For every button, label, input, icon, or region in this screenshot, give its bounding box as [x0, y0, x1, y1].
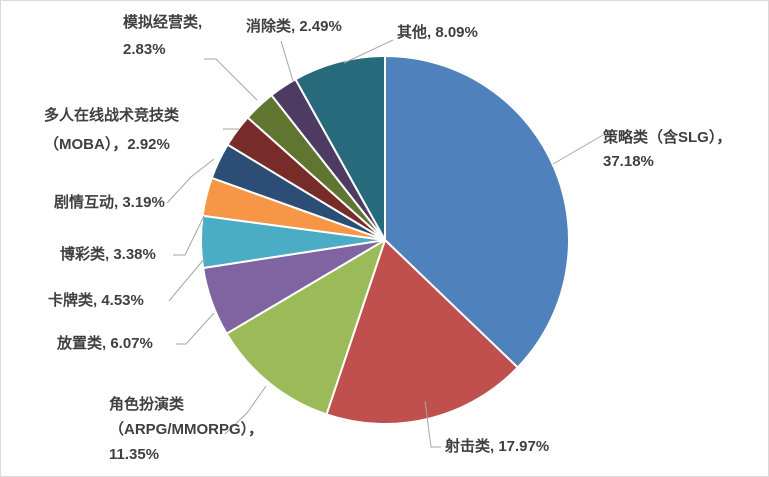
data-label-line: 卡牌类, 4.53%: [48, 291, 144, 309]
data-label-line: 剧情互动, 3.19%: [54, 193, 165, 211]
pie-slice: [325, 239, 519, 425]
data-label: 其他, 8.09%: [397, 23, 478, 41]
data-label-line: 多人在线战术竞技类: [44, 106, 180, 124]
leader-line: [168, 257, 206, 302]
data-label-line: 37.18%: [603, 153, 654, 170]
leader-line: [424, 400, 441, 448]
data-label: 剧情互动, 3.19%: [54, 193, 165, 211]
leader-line: [166, 158, 215, 204]
data-label-line: 11.35%: [109, 446, 159, 463]
data-label: 放置类, 6.07%: [56, 334, 153, 352]
data-label: 博彩类, 3.38%: [60, 245, 156, 263]
data-label: 卡牌类, 4.53%: [48, 291, 144, 309]
data-label-line: 模拟经营类,: [123, 13, 202, 31]
data-label: 模拟经营类, 2.83%: [123, 13, 202, 58]
data-label: 消除类, 2.49%: [246, 17, 342, 35]
pie-slice: [225, 239, 386, 416]
leader-line: [204, 58, 258, 101]
data-label-line: 消除类, 2.49%: [246, 17, 342, 35]
leader-line: [280, 40, 294, 82]
data-label: 多人在线战术竞技类 （MOBA），2.92%: [44, 106, 180, 153]
data-label: 射击类, 17.97%: [444, 437, 549, 455]
leader-line: [176, 312, 215, 345]
data-label-line: 博彩类, 3.38%: [60, 245, 156, 263]
data-label-line: 射击类, 17.97%: [444, 437, 549, 455]
data-label-line: （ARPG/MMORPG），: [109, 420, 263, 438]
data-label: 角色扮演类 （ARPG/MMORPG）， 11.35%: [109, 395, 263, 463]
leader-line: [343, 39, 394, 64]
data-label-line: 角色扮演类: [109, 395, 185, 413]
data-label-line: 其他, 8.09%: [397, 23, 478, 41]
data-label-line: 策略类（含SLG），: [602, 128, 731, 146]
pie-slice: [294, 55, 386, 241]
data-label-line: 2.83%: [123, 41, 166, 58]
leader-line: [552, 134, 604, 165]
data-label-line: （MOBA），2.92%: [44, 135, 170, 153]
leader-line: [224, 385, 267, 435]
data-label: 策略类（含SLG）， 37.18%: [602, 128, 731, 170]
data-label-line: 放置类, 6.07%: [56, 334, 153, 352]
leader-line: [173, 215, 205, 256]
pie-slice: [384, 55, 570, 369]
